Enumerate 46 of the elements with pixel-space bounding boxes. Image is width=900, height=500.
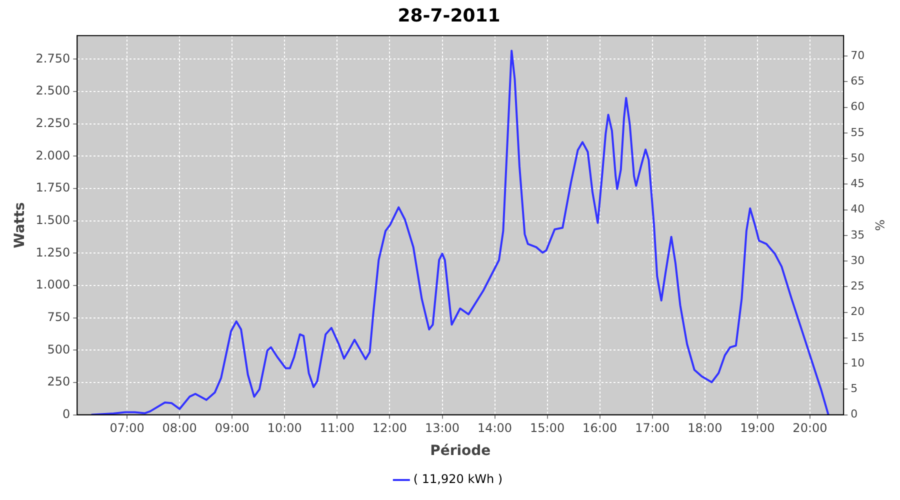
y-tick-label: 1.000 [36,278,70,292]
y2-axis-title: % [872,219,887,231]
y2-tick-label: 70 [850,48,865,62]
y-tick-label: 500 [47,342,70,356]
x-tick-label: 17:00 [635,421,670,436]
x-tick-label: 15:00 [530,421,565,436]
y2-tick-label: 0 [850,408,858,421]
y-tick-label: 2.750 [36,51,70,66]
y2-tick-label: 5 [850,382,858,396]
y-tick-label: 750 [47,310,70,324]
x-tick-label: 20:00 [792,421,828,436]
x-tick-label: 11:00 [320,421,354,436]
y2-tick-label: 45 [850,177,865,190]
y-tick-label: 2.000 [36,148,70,162]
y2-tick-label: 10 [850,356,865,370]
y-tick-label: 0 [62,406,70,421]
chart-title: 28-7-2011 [398,5,500,26]
y2-tick-label: 20 [850,305,865,318]
legend-label: ( 11,920 kWh ) [413,472,503,486]
y2-tick-label: 60 [850,100,865,114]
x-tick-label: 07:00 [110,421,144,436]
x-axis-title: Période [430,443,491,460]
x-tick-label: 16:00 [582,421,618,436]
x-tick-label: 14:00 [477,421,512,436]
x-tick-label: 12:00 [372,421,408,436]
y2-tick-label: 35 [850,228,865,242]
y-tick-label: 250 [47,374,70,389]
y-tick-label: 1.500 [36,212,70,227]
y-tick-label: 2.250 [36,116,70,130]
y2-tick-label: 55 [850,126,865,139]
x-tick-label: 13:00 [424,421,460,436]
y2-tick-label: 65 [850,74,865,88]
y2-tick-label: 25 [850,280,865,293]
x-tick-label: 09:00 [214,421,250,436]
x-tick-label: 08:00 [162,421,197,436]
y-tick-label: 1.750 [36,180,70,195]
y-tick-label: 1.250 [36,245,70,260]
y2-tick-label: 15 [850,330,865,344]
y2-tick-label: 40 [850,202,865,216]
y-axis-title: Watts [12,202,28,248]
y2-tick-label: 30 [850,254,865,267]
x-tick-label: 18:00 [688,421,722,436]
x-tick-label: 19:00 [740,421,775,436]
y2-tick-label: 50 [850,151,865,164]
x-tick-label: 10:00 [267,421,302,436]
y-tick-label: 2.500 [36,84,70,98]
